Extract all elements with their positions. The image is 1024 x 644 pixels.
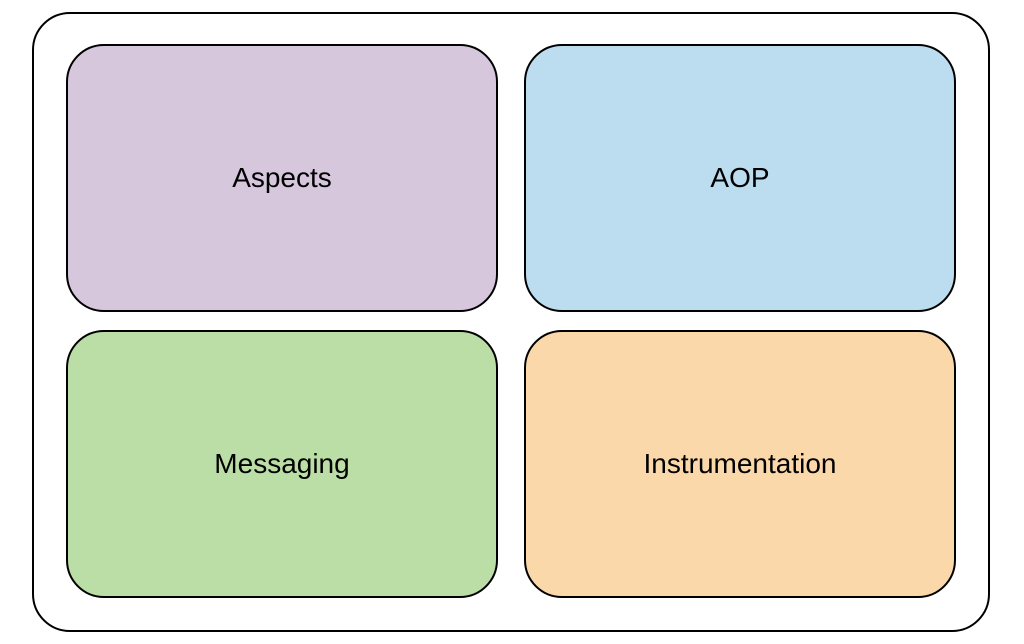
- cell-messaging: Messaging: [66, 330, 498, 598]
- cell-messaging-label: Messaging: [214, 448, 349, 480]
- cell-aspects-label: Aspects: [232, 162, 332, 194]
- cell-aop-label: AOP: [710, 162, 769, 194]
- cell-instrumentation: Instrumentation: [524, 330, 956, 598]
- cell-aspects: Aspects: [66, 44, 498, 312]
- cell-instrumentation-label: Instrumentation: [644, 448, 837, 480]
- cell-aop: AOP: [524, 44, 956, 312]
